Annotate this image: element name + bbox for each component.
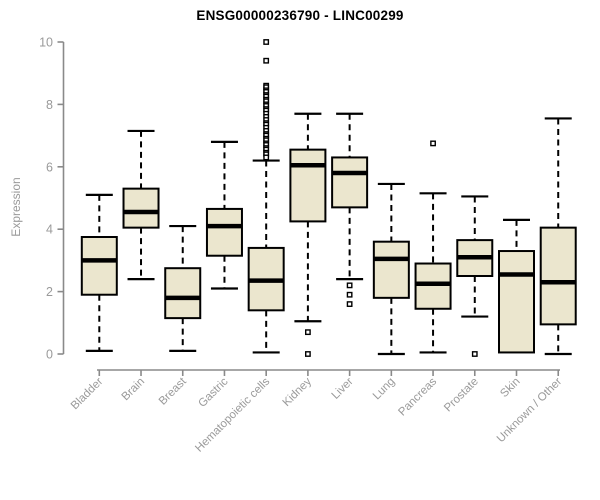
x-category-label: Skin — [498, 376, 522, 400]
outlier-dot — [430, 140, 436, 147]
boxplot-bladder — [80, 193, 118, 352]
boxplot-gastric — [205, 140, 243, 290]
x-category-label: Kidney — [281, 375, 315, 409]
boxplot-kidney — [289, 112, 327, 357]
x-category-label: Bladder — [69, 376, 106, 413]
y-tick-label: 6 — [46, 160, 53, 174]
box — [289, 148, 327, 223]
y-tick-label: 8 — [46, 98, 53, 112]
outlier-dot — [346, 301, 353, 307]
outlier-dot — [263, 39, 270, 45]
y-tick-label: 0 — [46, 348, 53, 362]
outlier-dot — [305, 351, 311, 357]
x-category-label: Gastric — [196, 375, 230, 409]
box — [122, 187, 160, 229]
boxplot-breast — [164, 224, 202, 352]
outlier-dot — [471, 351, 478, 357]
box — [372, 240, 410, 299]
outlier-dot — [263, 154, 270, 161]
x-category-label: Prostate — [442, 376, 481, 415]
box — [331, 156, 369, 209]
box — [414, 262, 452, 310]
boxplot-brain — [122, 129, 160, 281]
boxplot-lung — [372, 182, 410, 356]
x-category-label: Liver — [330, 376, 356, 402]
chart-title: ENSG00000236790 - LINC00299 — [196, 8, 404, 23]
x-category-label: Pancreas — [396, 375, 439, 418]
x-category-label: Breast — [157, 375, 190, 408]
box — [498, 250, 535, 354]
outlier-dot — [263, 57, 270, 64]
boxplot-liver — [331, 112, 369, 307]
outlier-dot — [305, 329, 311, 336]
boxplot-unknown-other — [539, 117, 577, 356]
boxplot-skin — [498, 218, 535, 354]
x-category-label: Hematopoietic cells — [193, 375, 272, 454]
outlier-dot — [346, 291, 353, 298]
box — [164, 267, 202, 320]
y-tick-label: 10 — [39, 36, 53, 50]
x-category-label: Brain — [120, 376, 147, 403]
box — [80, 236, 118, 296]
box — [539, 226, 577, 326]
boxplot-hematopoietic-cells — [247, 39, 285, 354]
x-category-label: Lung — [371, 376, 398, 403]
boxplot-pancreas — [414, 140, 452, 354]
y-tick-label: 4 — [46, 223, 53, 237]
y-tick-label: 2 — [46, 285, 53, 299]
outlier-dot — [346, 282, 353, 289]
box — [205, 207, 243, 257]
boxplot-prostate — [456, 195, 494, 357]
